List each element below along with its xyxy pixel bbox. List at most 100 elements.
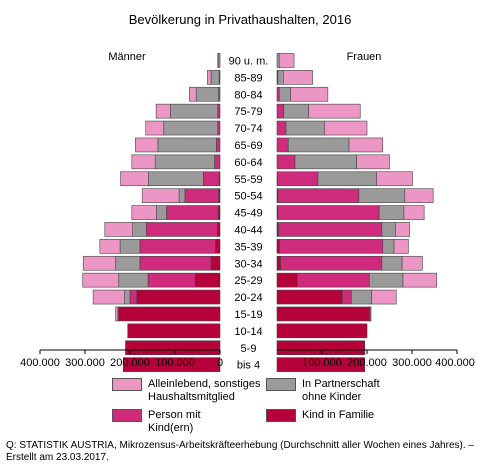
bar-women-person_mit_kind xyxy=(296,272,370,288)
bar-women-in_partnerschaft xyxy=(294,154,357,170)
legend-swatch-alleinlebend xyxy=(112,378,142,391)
bar-women-alleinlebend xyxy=(290,86,329,102)
bar-women-in_partnerschaft xyxy=(381,222,396,237)
bar-women-person_mit_kind xyxy=(276,103,285,119)
bar-men-kind_in_familie xyxy=(125,340,221,356)
bar-women-in_partnerschaft xyxy=(283,103,309,119)
bar-women-alleinlebend xyxy=(323,120,368,136)
age-group-label: 5-9 xyxy=(241,343,257,355)
age-group-label: 65-69 xyxy=(234,140,262,152)
bar-women-person_mit_kind xyxy=(278,239,384,254)
bar-women-alleinlebend xyxy=(401,255,423,271)
bar-women-person_mit_kind xyxy=(276,86,280,102)
bars-women xyxy=(276,53,438,372)
bar-men-in_partnerschaft xyxy=(195,86,219,102)
age-group-label: 80-84 xyxy=(234,89,262,101)
bar-men-in_partnerschaft xyxy=(115,255,141,271)
legend-label-in-partnerschaft: In Partnerschaft ohne Kinder xyxy=(302,378,380,403)
bar-men-kind_in_familie xyxy=(194,272,221,288)
bar-men-person_mit_kind xyxy=(129,289,138,305)
bar-women-kind_in_familie xyxy=(276,323,368,339)
x-tick-label-women: 300.000 xyxy=(392,357,432,369)
age-group-label: 35-39 xyxy=(234,241,262,253)
bar-men-person_mit_kind xyxy=(217,103,221,119)
bar-women-in_partnerschaft xyxy=(350,289,372,305)
bar-men-in_partnerschaft xyxy=(119,239,141,254)
x-tick-label-women: 200.000 xyxy=(347,357,387,369)
bar-women-in_partnerschaft xyxy=(317,171,377,187)
x-tick-label-women: 100.000 xyxy=(302,357,342,369)
bar-women-in_partnerschaft xyxy=(381,255,403,271)
bar-women-person_mit_kind xyxy=(276,154,296,170)
bar-women-in_partnerschaft xyxy=(368,272,404,288)
bar-women-in_partnerschaft xyxy=(276,53,280,68)
legend-item-kind-in-familie: Kind in Familie xyxy=(266,409,406,422)
age-group-labels: 90 u. m. 85-89 80-84 75-79 70-74 65-69 60-64 55… xyxy=(229,55,269,371)
bar-women-kind_in_familie xyxy=(276,272,298,288)
x-axis: 400.000 300.000 200.000 100.000 0 100.000 200.… xyxy=(20,349,475,369)
bar-women-person_mit_kind xyxy=(341,289,352,305)
chart-title: Bevölkerung in Privathaushalten, 2016 xyxy=(129,12,352,27)
legend-swatch-person-mit-kind xyxy=(112,409,142,422)
bar-men-person_mit_kind xyxy=(147,272,196,288)
bar-men-kind_in_familie xyxy=(136,289,221,305)
age-group-label: 60-64 xyxy=(234,157,262,169)
bar-men-alleinlebend xyxy=(141,188,180,203)
bar-women-alleinlebend xyxy=(403,205,425,220)
bar-women-person_mit_kind xyxy=(276,120,287,136)
bar-men-in_partnerschaft xyxy=(148,171,204,187)
bar-women-in_partnerschaft xyxy=(287,137,350,153)
bar-women-kind_in_familie xyxy=(276,357,366,372)
bar-men-kind_in_familie xyxy=(215,239,221,254)
age-group-label: 90 u. m. xyxy=(229,55,269,67)
age-group-label: 15-19 xyxy=(234,309,262,321)
x-tick-label-men: 100.000 xyxy=(155,357,195,369)
bar-men-in_partnerschaft xyxy=(132,222,147,237)
bar-women-alleinlebend xyxy=(376,171,413,187)
bar-men-in_partnerschaft xyxy=(210,70,220,85)
bar-men-alleinlebend xyxy=(92,289,125,305)
legend-swatch-kind-in-familie xyxy=(266,409,296,422)
bar-men-alleinlebend xyxy=(104,222,134,237)
bar-men-kind_in_familie xyxy=(118,306,221,322)
bar-men-person_mit_kind xyxy=(216,137,221,153)
bar-men-in_partnerschaft xyxy=(118,272,149,288)
bar-women-in_partnerschaft xyxy=(285,120,325,136)
bar-men-person_mit_kind xyxy=(203,171,220,187)
legend-item-alleinlebend: Alleinlebend, sonstiges Haushaltsmitglie… xyxy=(112,378,262,404)
bar-men-person_mit_kind xyxy=(214,154,221,170)
bar-women-in_partnerschaft xyxy=(382,239,395,254)
bar-women-person_mit_kind xyxy=(276,137,289,153)
bar-men-in_partnerschaft xyxy=(178,188,186,203)
bar-women-alleinlebend xyxy=(348,137,384,153)
legend-label-alleinlebend: Alleinlebend, sonstiges Haushaltsmitglie… xyxy=(148,378,261,403)
bar-men-in_partnerschaft xyxy=(157,137,217,153)
bar-men-person_mit_kind xyxy=(139,255,212,271)
bar-men-in_partnerschaft xyxy=(154,154,215,170)
bar-women-kind_in_familie xyxy=(276,306,370,322)
bar-women-in_partnerschaft xyxy=(358,188,406,203)
bar-women-alleinlebend xyxy=(404,188,434,203)
legend-item-in-partnerschaft: In Partnerschaft ohne Kinder xyxy=(266,378,406,404)
bar-men-person_mit_kind xyxy=(166,205,219,220)
x-tick-label-men: 400.000 xyxy=(20,357,60,369)
age-group-label: 85-89 xyxy=(234,72,262,84)
age-group-label: bis 4 xyxy=(237,360,260,372)
bar-men-in_partnerschaft xyxy=(124,289,131,305)
bar-women-alleinlebend xyxy=(371,289,397,305)
bar-men-alleinlebend xyxy=(131,154,156,170)
x-tick-label-men: 300.000 xyxy=(65,357,105,369)
bar-men-alleinlebend xyxy=(145,120,165,136)
bar-women-in_partnerschaft xyxy=(278,86,291,102)
bar-women-in_partnerschaft xyxy=(378,205,405,220)
age-group-label: 75-79 xyxy=(234,106,262,118)
age-group-label: 50-54 xyxy=(234,191,262,203)
bar-men-alleinlebend xyxy=(131,205,157,220)
x-tick-label-women: 400.000 xyxy=(435,357,475,369)
bar-men-kind_in_familie xyxy=(210,255,221,271)
x-tick-label-men: 0 xyxy=(217,357,223,369)
bar-women-alleinlebend xyxy=(282,70,313,85)
bar-women-kind_in_familie xyxy=(276,289,343,305)
label-men: Männer xyxy=(108,51,146,63)
